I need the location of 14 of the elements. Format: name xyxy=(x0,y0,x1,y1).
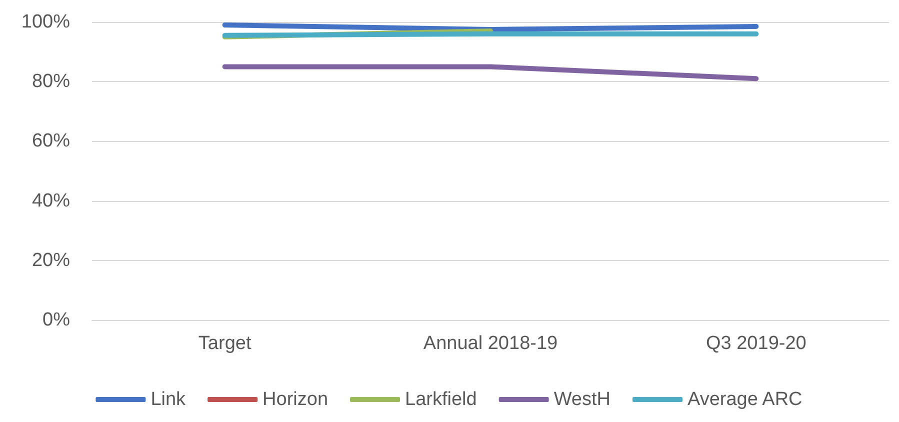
x-tick-label: Annual 2018-19 xyxy=(423,333,558,354)
legend-label: Average ARC xyxy=(687,389,802,410)
legend-label: Link xyxy=(150,389,186,410)
x-tick-label: Target xyxy=(198,333,252,354)
legend-label: Horizon xyxy=(262,389,328,410)
legend-label: Larkfield xyxy=(405,389,477,410)
y-tick-label: 100% xyxy=(21,12,70,32)
y-tick-label: 80% xyxy=(32,71,70,92)
y-tick-label: 60% xyxy=(32,130,70,152)
y-tick-label: 0% xyxy=(42,310,70,330)
legend-label: WestH xyxy=(554,389,611,410)
y-tick-label: 20% xyxy=(32,250,70,271)
y-tick-label: 40% xyxy=(32,190,70,212)
x-tick-label: Q3 2019-20 xyxy=(706,333,806,354)
